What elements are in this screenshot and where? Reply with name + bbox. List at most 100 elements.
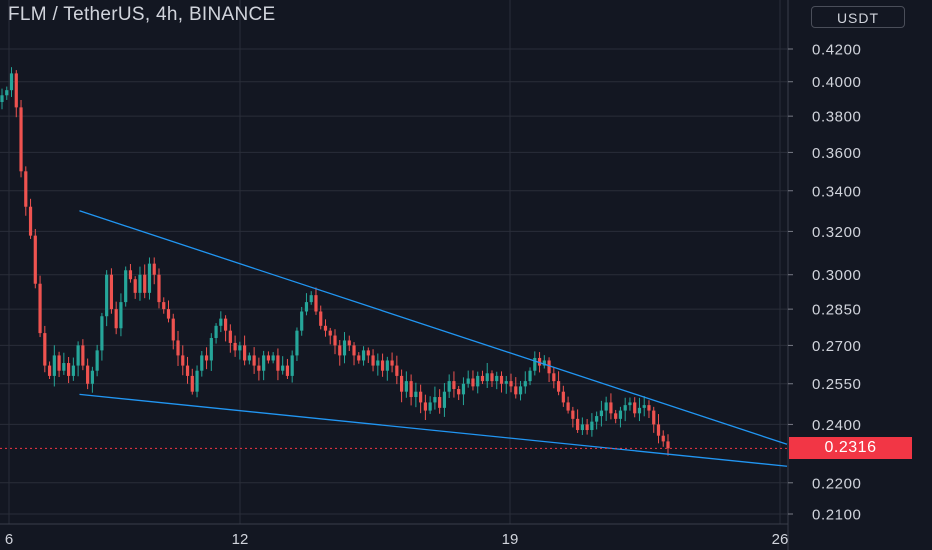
candle-body <box>295 330 299 356</box>
candle-body <box>204 355 209 361</box>
candle-body <box>371 355 375 366</box>
candle-body <box>219 318 223 326</box>
time-tick-label: 26 <box>772 531 789 548</box>
candle-body <box>395 365 399 376</box>
candle-body <box>181 355 185 366</box>
candle-body <box>357 355 361 361</box>
candle-body <box>561 391 565 403</box>
time-tick-label: 6 <box>5 531 13 548</box>
candle-body <box>333 335 337 346</box>
candle-body <box>637 407 642 414</box>
candle-body <box>438 397 442 408</box>
candle-body <box>661 435 665 442</box>
candle-body <box>466 378 470 384</box>
candle-body <box>533 357 537 371</box>
candle-body <box>28 206 33 236</box>
trendline-upper[interactable] <box>79 210 788 445</box>
candle-body <box>542 360 546 366</box>
candle-body <box>652 410 656 425</box>
candle-body <box>471 378 475 387</box>
candle-body <box>243 345 247 361</box>
candle-body <box>419 391 423 403</box>
candle-body <box>461 383 466 395</box>
candle-body <box>495 375 499 382</box>
price-tick-label: 0.2400 <box>812 417 861 434</box>
candle-body <box>452 381 456 390</box>
candle-body <box>67 363 71 376</box>
candle-body <box>623 405 627 411</box>
symbol-title[interactable]: FLM / TetherUS, 4h, BINANCE <box>8 4 276 25</box>
candle-body <box>252 355 256 366</box>
price-tick-label: 0.2200 <box>812 475 861 492</box>
candle-body <box>228 330 232 343</box>
candle-body <box>14 73 18 108</box>
candle-body <box>223 318 228 331</box>
candle-body <box>666 441 670 449</box>
candle-body <box>171 318 175 341</box>
last-price-label: 0.2316 <box>789 437 912 460</box>
candle-body <box>504 381 508 384</box>
candle-body <box>271 355 275 361</box>
grid-lines <box>0 0 788 524</box>
candle-body <box>385 360 389 371</box>
time-tick-label: 19 <box>502 531 519 548</box>
candle-body <box>490 373 494 382</box>
candle-body <box>642 405 646 408</box>
price-tick-label: 0.3600 <box>812 145 861 162</box>
time-axis[interactable]: 6 12 19 26 <box>5 531 789 548</box>
candle-body <box>143 274 147 293</box>
price-tick-label: 0.2700 <box>812 338 861 355</box>
candle-body <box>633 402 637 414</box>
candle-body <box>319 311 323 326</box>
candle-body <box>571 410 575 419</box>
time-tick-label: 12 <box>232 531 249 548</box>
trendline-lower[interactable] <box>79 393 788 467</box>
candle-body <box>404 381 408 392</box>
candle-body <box>457 389 461 395</box>
candle-body <box>647 405 651 411</box>
candle-body <box>552 373 556 382</box>
candle-body <box>133 279 137 293</box>
trendline-group[interactable] <box>79 210 788 467</box>
candle-body <box>114 309 118 329</box>
candle-body <box>585 424 589 431</box>
candle-body <box>433 397 437 403</box>
candle-body <box>580 424 584 431</box>
price-axis[interactable]: 0.4200 0.4000 0.3800 0.3600 0.3400 0.3200 0.30… <box>788 42 861 524</box>
candle-body <box>19 107 23 172</box>
candle-body <box>281 365 285 371</box>
candle-body <box>105 274 109 317</box>
candle-body <box>52 355 56 376</box>
candle-body <box>400 375 404 392</box>
candle-body <box>323 325 328 331</box>
price-tick-label: 0.4200 <box>812 42 861 59</box>
candle-body <box>485 373 489 382</box>
candle-body <box>57 355 61 371</box>
price-tick-label: 0.2100 <box>812 507 861 524</box>
candle-body <box>609 402 613 414</box>
candle-body <box>0 95 4 103</box>
candle-body <box>509 381 513 387</box>
candle-body <box>409 381 413 398</box>
candle-body <box>71 365 75 376</box>
candle-body <box>47 365 52 376</box>
price-tick-label: 0.3200 <box>812 224 861 241</box>
candle-body <box>628 402 632 406</box>
candle-body <box>361 350 366 361</box>
candle-body <box>528 370 532 382</box>
candle-body <box>162 302 166 310</box>
candle-body <box>157 274 161 303</box>
candle-body <box>309 295 313 303</box>
candle-body <box>166 309 171 319</box>
candle-body <box>109 274 114 310</box>
candle-body <box>447 381 451 392</box>
candle-body <box>537 357 542 366</box>
candle-body <box>24 171 28 207</box>
candle-body <box>618 410 623 419</box>
candle-body <box>428 402 432 411</box>
candle-body <box>95 350 99 371</box>
candle-body <box>195 370 199 392</box>
currency-unit-button[interactable]: USDT <box>811 6 905 28</box>
candle-body <box>147 263 152 293</box>
